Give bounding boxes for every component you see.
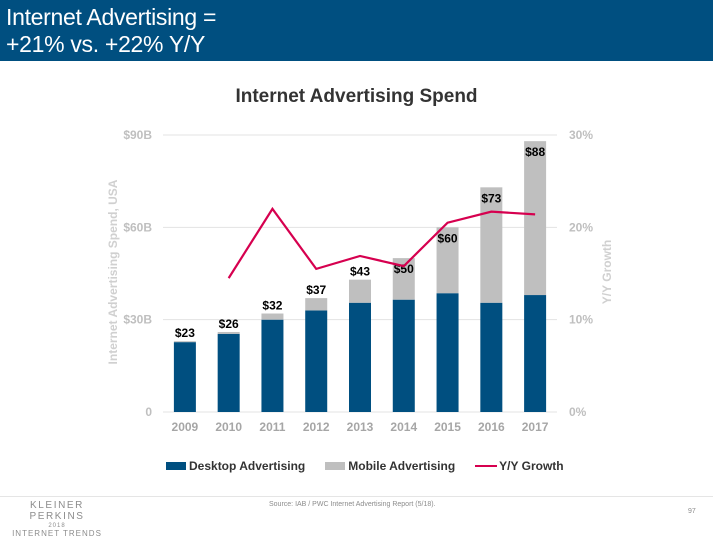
x-tick-label: 2014 — [390, 420, 417, 434]
y-tick-label: $90B — [123, 128, 152, 142]
x-tick-label: 2015 — [434, 420, 461, 434]
legend-label-mobile: Mobile Advertising — [348, 459, 455, 473]
chart-legend: Desktop Advertising Mobile Advertising Y… — [166, 459, 584, 473]
source-note: Source: IAB / PWC Internet Advertising R… — [269, 501, 436, 508]
y-axis-left-label: Internet Advertising Spend, USA — [106, 179, 120, 364]
y-right-tick-label: 20% — [569, 220, 593, 234]
legend-swatch-mobile — [325, 462, 345, 470]
bar-desktop — [218, 334, 240, 412]
x-tick-label: 2010 — [215, 420, 242, 434]
bar-desktop — [480, 303, 502, 412]
y-tick-label: 0 — [145, 405, 152, 419]
logo-line3: INTERNET TRENDS — [3, 529, 111, 538]
bar-desktop — [305, 310, 327, 412]
bar-desktop — [524, 295, 546, 412]
y-tick-label: $60B — [123, 220, 152, 234]
bar-mobile — [174, 341, 196, 342]
y-right-tick-label: 10% — [569, 313, 593, 327]
footer-divider — [0, 496, 713, 497]
bar-total-label: $37 — [306, 283, 326, 297]
kleiner-perkins-logo: KLEINER PERKINS 2018 INTERNET TRENDS — [3, 500, 111, 538]
bar-total-label: $43 — [350, 265, 370, 279]
y-right-tick-label: 30% — [569, 128, 593, 142]
x-tick-label: 2016 — [478, 420, 505, 434]
bar-total-label: $23 — [175, 326, 195, 340]
x-tick-label: 2011 — [259, 420, 285, 434]
legend-swatch-growth — [475, 465, 497, 467]
bar-total-label: $73 — [481, 191, 501, 205]
legend-label-desktop: Desktop Advertising — [189, 459, 305, 473]
legend-item-mobile: Mobile Advertising — [325, 459, 455, 473]
x-axis-ticks: 2009 2010 2011 2012 2013 2014 2015 2016 2017 — [172, 420, 549, 434]
y-axis-right-ticks: 0% 10% 20% 30% — [569, 128, 593, 419]
bar-desktop — [261, 320, 283, 412]
bar-desktop — [349, 303, 371, 412]
y-right-tick-label: 0% — [569, 405, 587, 419]
bar-desktop — [437, 293, 459, 412]
bar-total-label: $88 — [525, 145, 545, 159]
logo-line1: KLEINER PERKINS — [3, 500, 111, 522]
page-number: 97 — [688, 508, 696, 515]
legend-swatch-desktop — [166, 462, 186, 470]
bar-mobile — [349, 280, 371, 303]
bar-mobile — [261, 314, 283, 320]
x-tick-label: 2012 — [303, 420, 330, 434]
legend-label-growth: Y/Y Growth — [499, 459, 563, 473]
legend-item-desktop: Desktop Advertising — [166, 459, 305, 473]
bar-desktop — [393, 300, 415, 412]
bar-mobile — [305, 298, 327, 310]
y-axis-left-ticks: 0 $30B $60B $90B — [123, 128, 152, 419]
bar-total-label: $60 — [438, 231, 458, 245]
bar-total-label: $32 — [262, 299, 282, 313]
x-tick-label: 2009 — [172, 420, 199, 434]
y-axis-right-label: Y/Y Growth — [600, 240, 614, 304]
x-tick-label: 2017 — [522, 420, 549, 434]
bar-mobile — [218, 332, 240, 334]
bar-desktop — [174, 342, 196, 412]
x-tick-label: 2013 — [347, 420, 374, 434]
legend-item-growth: Y/Y Growth — [475, 459, 563, 473]
bar-mobile — [524, 141, 546, 295]
bar-total-label: $26 — [219, 317, 239, 331]
y-tick-label: $30B — [123, 313, 152, 327]
